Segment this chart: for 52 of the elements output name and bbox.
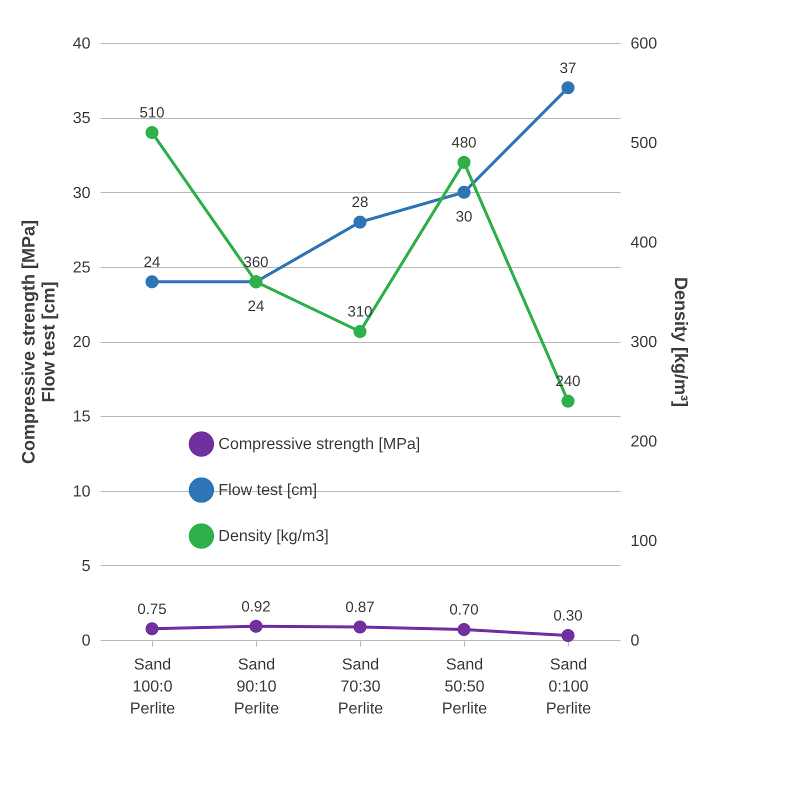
y-tick-label: 25	[72, 259, 91, 276]
x-tick-label: Sand 90:10 Perlite	[234, 656, 280, 718]
y-tick-label: 30	[72, 184, 91, 202]
y-axis-title: Compressive strength [MPa] Flow test [cm]	[18, 220, 59, 464]
y-tick-label: 5	[82, 558, 91, 575]
y-tick-label: 35	[72, 110, 91, 128]
y2-tick-label: 500	[630, 135, 658, 152]
y-tick-label: 10	[72, 483, 91, 500]
x-tick-label: Sand 0:100 Perlite	[546, 656, 592, 718]
data-label: 0.92	[241, 598, 271, 616]
data-label: 24	[248, 298, 264, 315]
y-tick-label: 15	[72, 408, 91, 426]
y2-axis-title: Density [kg/m³]	[671, 276, 692, 408]
data-label: 0.87	[345, 599, 375, 616]
data-label: 0.30	[553, 608, 583, 625]
point	[145, 275, 159, 288]
legend-label: Compressive strength [MPa]	[218, 436, 420, 454]
point	[353, 620, 367, 634]
legend-label: Density [kg/m3]	[218, 528, 329, 546]
data-label: 360	[243, 254, 269, 271]
point	[353, 325, 367, 338]
data-label: 37	[560, 60, 576, 77]
y2-tick-label: 300	[630, 334, 658, 351]
x-tick-label: Sand 70:30 Perlite	[338, 656, 384, 718]
y2-tick-label: 100	[630, 533, 658, 550]
point	[561, 81, 575, 94]
point	[561, 629, 575, 642]
point	[561, 394, 575, 408]
y2-tick-label: 0	[630, 632, 640, 650]
data-label: 24	[144, 254, 160, 271]
point	[249, 620, 263, 633]
x-tick-label: Sand 50:50 Perlite	[442, 656, 488, 718]
x-tick-label: Sand 100:0 Perlite	[130, 656, 176, 718]
y-tick-label: 40	[72, 36, 91, 52]
point	[145, 126, 159, 140]
data-label: 510	[139, 104, 165, 122]
y-tick-label: 0	[82, 632, 91, 650]
point	[457, 623, 471, 636]
data-label: 28	[352, 194, 368, 212]
y2-tick-label: 200	[630, 434, 658, 450]
y2-tick-label: 400	[630, 234, 658, 252]
data-label: 480	[451, 134, 477, 152]
point	[353, 216, 367, 229]
point	[457, 186, 471, 199]
data-label: 0.70	[449, 602, 479, 619]
legend-label: Flow test [cm]	[218, 482, 318, 500]
data-label: 30	[456, 208, 472, 226]
point	[457, 156, 471, 169]
y2-tick-label: 600	[630, 36, 658, 52]
y-tick-label: 20	[72, 334, 91, 351]
point	[145, 622, 159, 636]
data-label: 0.75	[137, 600, 167, 618]
